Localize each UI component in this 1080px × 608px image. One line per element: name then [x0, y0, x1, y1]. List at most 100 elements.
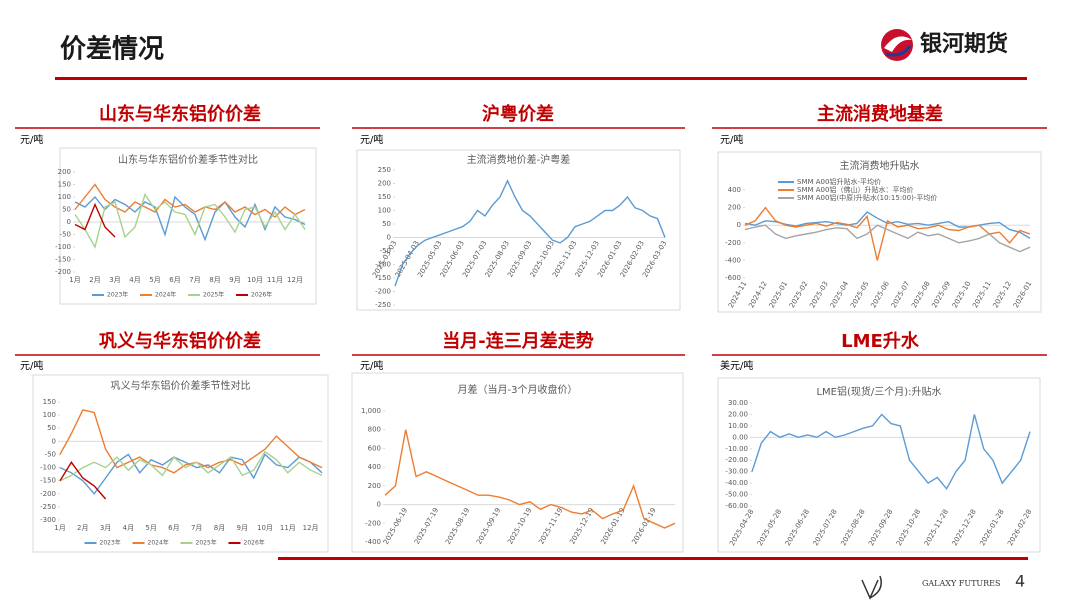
chart-title: 月差（当月-3个月收盘价） — [458, 383, 578, 396]
y-tick-label: 0 — [67, 218, 71, 226]
y-tick-label: 400 — [728, 186, 741, 194]
series-line — [394, 179, 666, 287]
x-tick-label: 8月 — [209, 276, 220, 284]
y-tick-label: 0 — [387, 234, 391, 242]
panel-heading: 沪粤价差 — [482, 103, 554, 125]
series-line — [59, 450, 323, 482]
chart-title: LME铝(现货/三个月):升贴水 — [816, 385, 941, 398]
y-tick-label: -150 — [375, 274, 391, 282]
y-tick-label: -200 — [375, 288, 391, 296]
y-tick-label: -150 — [55, 256, 71, 264]
x-tick-label: 4月 — [129, 276, 140, 284]
y-tick-label: -150 — [40, 477, 56, 485]
x-tick-label: 5月 — [149, 276, 160, 284]
y-tick-label: 50 — [47, 424, 56, 432]
series-line — [74, 202, 116, 238]
y-tick-label: 800 — [368, 426, 381, 434]
x-tick-label: 10月 — [257, 524, 273, 532]
legend-label: 2026年 — [244, 539, 265, 547]
chart-title: 山东与华东铝价价差季节性对比 — [118, 153, 258, 166]
y-tick-label: -30.00 — [725, 468, 748, 476]
series-line — [751, 413, 1031, 491]
x-tick-label: 7月 — [189, 276, 200, 284]
y-tick-label: -200 — [40, 490, 56, 498]
y-tick-label: 100 — [378, 207, 391, 215]
legend-label: 2025年 — [196, 539, 217, 547]
y-tick-label: -50 — [45, 450, 56, 458]
x-tick-label: 6月 — [168, 524, 179, 532]
legend-label: 2025年 — [203, 291, 224, 299]
y-tick-label: 200 — [378, 180, 391, 188]
series-line — [744, 224, 1031, 253]
legend-label: SMM A00铝升贴水-平均价 — [797, 177, 881, 186]
y-tick-label: -50.00 — [725, 491, 748, 499]
x-tick-label: 1月 — [54, 524, 65, 532]
legend-label: 2024年 — [148, 539, 169, 547]
y-tick-label: 200 — [368, 482, 381, 490]
series-line — [384, 429, 676, 529]
y-tick-label: -50 — [60, 231, 71, 239]
chart-frame — [59, 147, 317, 305]
x-tick-label: 3月 — [109, 276, 120, 284]
y-tick-label: 0 — [52, 437, 56, 445]
y-tick-label: 200 — [58, 168, 71, 176]
y-tick-label: -200 — [725, 239, 741, 247]
chart-frame — [351, 372, 684, 553]
panel-heading: 主流消费地基差 — [817, 103, 943, 125]
x-tick-label: 12月 — [287, 276, 303, 284]
legend-label: 2023年 — [107, 291, 128, 299]
panel-heading: 巩义与华东铝价价差 — [99, 330, 261, 352]
footer-icon — [861, 575, 882, 600]
y-tick-label: 200 — [728, 204, 741, 212]
series-line — [59, 409, 323, 474]
x-tick-label: 9月 — [237, 524, 248, 532]
x-tick-label: 7月 — [191, 524, 202, 532]
x-tick-label: 3月 — [100, 524, 111, 532]
series-line — [744, 206, 1031, 261]
y-tick-label: -200 — [55, 268, 71, 276]
y-tick-label: -100 — [40, 464, 56, 472]
panel-heading: LME升水 — [841, 330, 920, 352]
y-tick-label: 0 — [377, 501, 381, 509]
legend-label: SMM A00铝(中原)升贴水(10:15:00)-平均价 — [797, 193, 937, 202]
page-title: 价差情况 — [60, 34, 164, 65]
header-rule — [55, 77, 1027, 80]
y-tick-label: 30.00 — [728, 399, 748, 407]
x-tick-label: 10月 — [247, 276, 263, 284]
chart-frame — [356, 149, 681, 311]
y-tick-label: -400 — [365, 538, 381, 546]
y-tick-label: -50 — [380, 247, 391, 255]
legend-label: SMM A00铝（佛山）升贴水：平均价 — [797, 185, 913, 194]
x-tick-label: 5月 — [145, 524, 156, 532]
y-tick-label: 150 — [378, 193, 391, 201]
x-tick-label: 2月 — [77, 524, 88, 532]
y-tick-label: 50 — [62, 206, 71, 214]
y-tick-label: -600 — [725, 274, 741, 282]
panel-heading: 山东与华东铝价价差 — [99, 103, 261, 125]
unit-label: 元/吨 — [360, 133, 383, 146]
unit-label: 元/吨 — [20, 359, 43, 372]
legend-label: 2026年 — [251, 291, 272, 299]
y-tick-label: 150 — [58, 181, 71, 189]
legend-label: 2023年 — [100, 539, 121, 547]
x-tick-label: 4月 — [123, 524, 134, 532]
y-tick-label: -60.00 — [725, 502, 748, 510]
logo — [881, 29, 913, 61]
y-tick-label: 10.00 — [728, 422, 748, 430]
y-tick-label: -100 — [375, 261, 391, 269]
unit-label: 美元/吨 — [720, 359, 753, 372]
x-tick-label: 11月 — [280, 524, 296, 532]
y-tick-label: 20.00 — [728, 410, 748, 418]
chart-title: 巩义与华东铝价价差季节性对比 — [111, 379, 251, 392]
y-tick-label: 100 — [58, 193, 71, 201]
y-tick-label: 400 — [368, 463, 381, 471]
y-tick-label: 250 — [378, 166, 391, 174]
y-tick-label: 150 — [43, 398, 56, 406]
y-tick-label: 50 — [382, 220, 391, 228]
x-tick-label: 6月 — [169, 276, 180, 284]
page-number: 4 — [1015, 572, 1025, 591]
chart-title: 主流消费地价差-沪粤差 — [467, 153, 571, 166]
y-tick-label: -10.00 — [725, 445, 748, 453]
y-tick-label: -300 — [40, 516, 56, 524]
